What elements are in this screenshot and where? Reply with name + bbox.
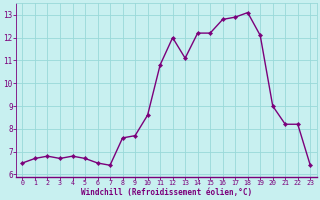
X-axis label: Windchill (Refroidissement éolien,°C): Windchill (Refroidissement éolien,°C) [81,188,252,197]
